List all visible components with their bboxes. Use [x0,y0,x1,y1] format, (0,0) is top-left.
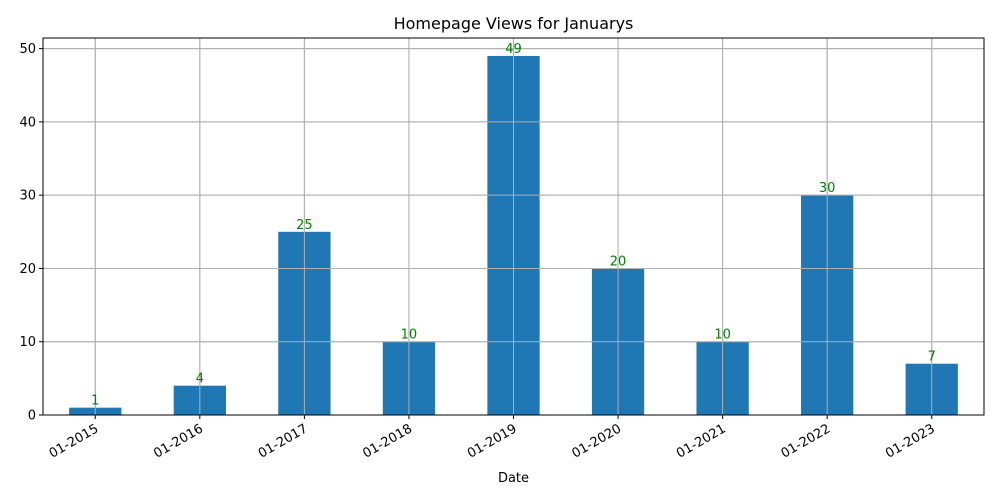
chart-title: Homepage Views for Januarys [394,14,634,33]
x-tick-label: 01-2020 [570,421,625,461]
bar-value-label: 49 [505,42,522,57]
x-tick-label: 01-2018 [360,421,415,461]
x-tick-label: 01-2016 [151,421,206,461]
y-tick-label: 20 [19,262,36,277]
bar-value-label: 10 [401,328,418,343]
y-tick-label: 10 [19,335,36,350]
y-tick-label: 40 [19,115,36,130]
bar-value-label: 10 [714,328,731,343]
x-tick-label: 01-2021 [674,421,729,461]
y-tick-label: 30 [19,189,36,204]
y-tick-label: 50 [19,42,36,57]
bar-value-label: 30 [819,181,836,196]
bar-value-label: 20 [610,254,627,269]
data-labels: 1 4 25 10 49 20 10 30 7 [91,42,936,409]
bar-value-label: 4 [196,372,204,387]
y-tick-label: 0 [28,409,36,424]
x-tick-label: 01-2015 [47,421,102,461]
x-tick-label: 01-2017 [256,421,311,461]
x-tick-label: 01-2023 [883,421,938,461]
x-tick-label: 01-2019 [465,421,520,461]
bar-value-label: 1 [91,394,99,409]
x-axis-label: Date [498,471,529,486]
bars [43,38,984,416]
bar-value-label: 7 [928,350,936,365]
x-tick-label: 01-2022 [779,421,834,461]
bar-value-label: 25 [296,218,313,233]
